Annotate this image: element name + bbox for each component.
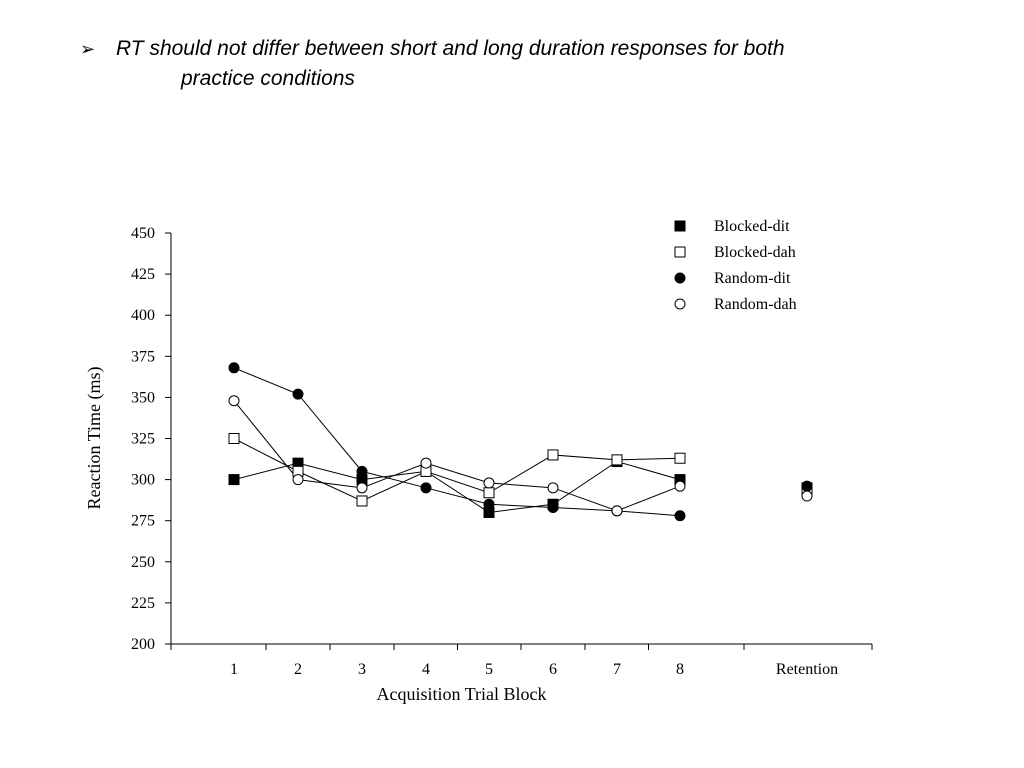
data-point-random-dit bbox=[292, 388, 304, 400]
x-tick-label: 2 bbox=[294, 661, 302, 678]
x-tick-label: 6 bbox=[549, 661, 557, 678]
y-tick-label: 200 bbox=[131, 636, 155, 653]
data-point-random-dah bbox=[228, 395, 240, 407]
arrow-bullet-icon: ➢ bbox=[80, 39, 96, 59]
legend-marker-blocked-dit bbox=[674, 220, 686, 232]
data-point-blocked-dah bbox=[674, 452, 686, 464]
x-tick-label: 4 bbox=[422, 661, 430, 678]
y-tick-label: 325 bbox=[131, 431, 155, 448]
y-tick-label: 450 bbox=[131, 225, 155, 242]
data-point-random-dah bbox=[801, 490, 813, 502]
x-tick-label: 7 bbox=[613, 661, 621, 678]
data-point-random-dah bbox=[356, 482, 368, 494]
legend-label: Blocked-dah bbox=[714, 244, 796, 261]
data-point-random-dit bbox=[547, 502, 559, 514]
x-tick-label: 3 bbox=[358, 661, 366, 678]
x-tick-label: 1 bbox=[230, 661, 238, 678]
data-point-blocked-dah bbox=[228, 433, 240, 444]
y-tick-label: 350 bbox=[131, 389, 155, 406]
x-tick-label: Retention bbox=[776, 661, 838, 678]
x-axis-title: Acquisition Trial Block bbox=[376, 684, 546, 704]
data-point-random-dit bbox=[801, 480, 813, 492]
legend-marker-random-dit bbox=[674, 272, 686, 284]
x-tick-label: 8 bbox=[676, 661, 684, 678]
y-tick-label: 225 bbox=[131, 595, 155, 612]
data-point-blocked-dah bbox=[356, 495, 368, 507]
y-tick-label: 400 bbox=[131, 307, 155, 324]
legend-label: Blocked-dit bbox=[714, 218, 790, 235]
data-point-blocked-dah bbox=[547, 449, 559, 461]
data-point-random-dit bbox=[420, 482, 432, 494]
y-tick-label: 425 bbox=[131, 266, 155, 283]
data-point-random-dit bbox=[356, 465, 368, 477]
y-tick-label: 375 bbox=[131, 348, 155, 365]
data-point-random-dit bbox=[228, 362, 240, 374]
y-axis-title: Reaction Time (ms) bbox=[84, 366, 105, 509]
data-point-blocked-dit bbox=[228, 474, 240, 486]
data-point-random-dit bbox=[674, 510, 686, 522]
y-tick-label: 275 bbox=[131, 513, 155, 530]
data-point-random-dit bbox=[483, 498, 495, 510]
data-point-random-dah bbox=[547, 482, 559, 494]
series-line-blocked-dit bbox=[233, 460, 681, 513]
series-line-random-dah bbox=[233, 400, 681, 512]
data-point-random-dah bbox=[483, 477, 495, 489]
legend-label: Random-dah bbox=[714, 296, 797, 313]
bullet-text-line-1: RT should not differ between short and l… bbox=[116, 37, 785, 60]
data-point-random-dah bbox=[292, 474, 304, 486]
y-tick-label: 250 bbox=[131, 554, 155, 571]
series-line-blocked-dah bbox=[233, 438, 681, 502]
data-point-blocked-dah bbox=[611, 454, 623, 466]
data-point-random-dah bbox=[674, 480, 686, 492]
bullet-text-line-2: practice conditions bbox=[181, 67, 355, 90]
data-point-random-dah bbox=[611, 505, 623, 517]
legend-label: Random-dit bbox=[714, 270, 791, 287]
data-point-random-dah bbox=[420, 457, 432, 469]
y-tick-label: 300 bbox=[131, 472, 155, 489]
series-line-random-dit bbox=[233, 367, 681, 517]
data-point-blocked-dah bbox=[483, 487, 495, 499]
legend-marker-random-dah bbox=[674, 298, 686, 310]
legend-marker-blocked-dah bbox=[674, 246, 686, 258]
x-tick-label: 5 bbox=[485, 661, 493, 678]
